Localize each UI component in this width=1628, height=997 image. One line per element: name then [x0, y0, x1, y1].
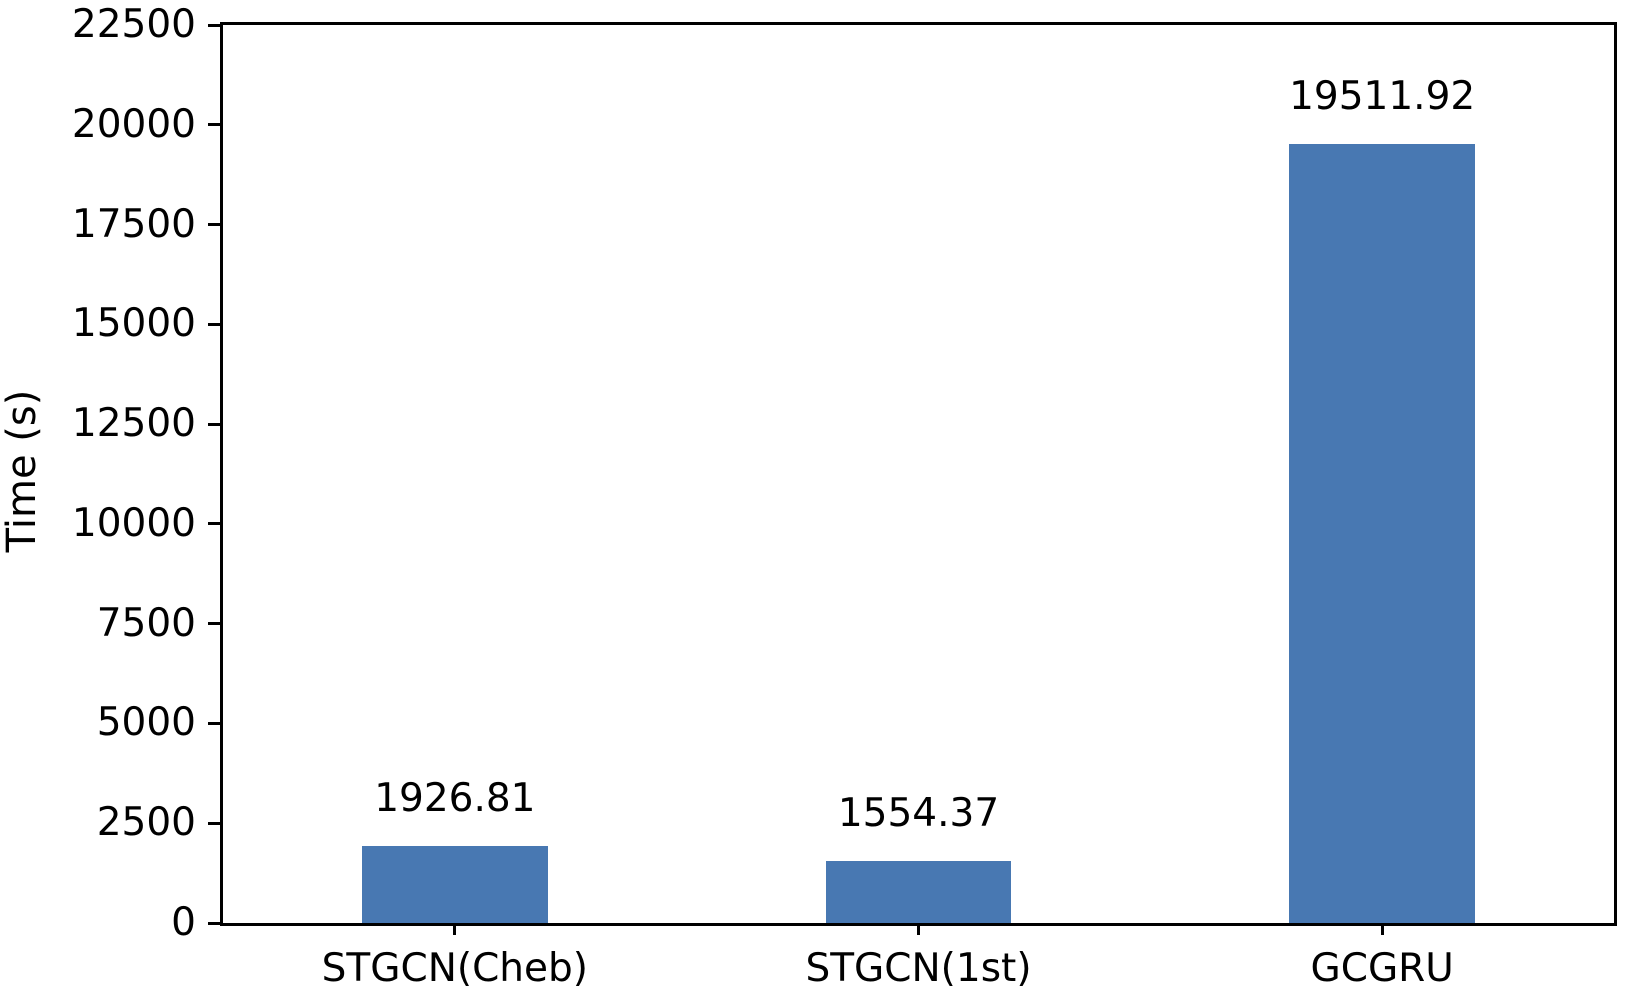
y-tick-mark	[208, 123, 220, 127]
x-tick-label: STGCN(1st)	[805, 946, 1032, 991]
bar-value-label: 19511.92	[1289, 74, 1476, 120]
y-tick-mark	[208, 921, 220, 925]
bar-value-label: 1926.81	[374, 776, 536, 822]
bar-value-label: 1554.37	[837, 790, 1000, 836]
y-tick-mark	[208, 522, 220, 526]
y-tick-mark	[208, 821, 220, 825]
y-tick-mark	[208, 23, 220, 27]
bar	[1289, 144, 1475, 923]
y-tick-mark	[208, 223, 220, 227]
y-tick-mark	[208, 721, 220, 725]
x-tick-mark	[917, 923, 920, 935]
y-tick-label: 22500	[71, 2, 196, 47]
y-tick-label: 2500	[96, 800, 196, 846]
bar	[825, 860, 1012, 923]
y-tick-mark	[208, 322, 220, 326]
y-tick-mark	[208, 422, 220, 426]
y-tick-label: 10000	[71, 500, 196, 546]
y-tick-label: 12500	[71, 401, 196, 447]
plot-area: 1926.81 1554.37 19511.92	[220, 22, 1617, 926]
y-tick-label: 17500	[71, 201, 196, 247]
bar	[362, 846, 548, 923]
y-tick-label: 20000	[71, 101, 196, 147]
y-tick-label: 5000	[96, 700, 196, 746]
x-tick-label: STGCN(Cheb)	[321, 946, 588, 991]
y-tick-mark	[208, 622, 220, 626]
y-tick-label: 7500	[96, 600, 196, 646]
y-tick-label: 15000	[71, 301, 196, 347]
x-tick-label: GCGRU	[1310, 946, 1454, 991]
x-tick-mark	[453, 923, 457, 935]
y-tick-label: 0	[171, 900, 196, 945]
x-tick-mark	[1380, 923, 1384, 935]
